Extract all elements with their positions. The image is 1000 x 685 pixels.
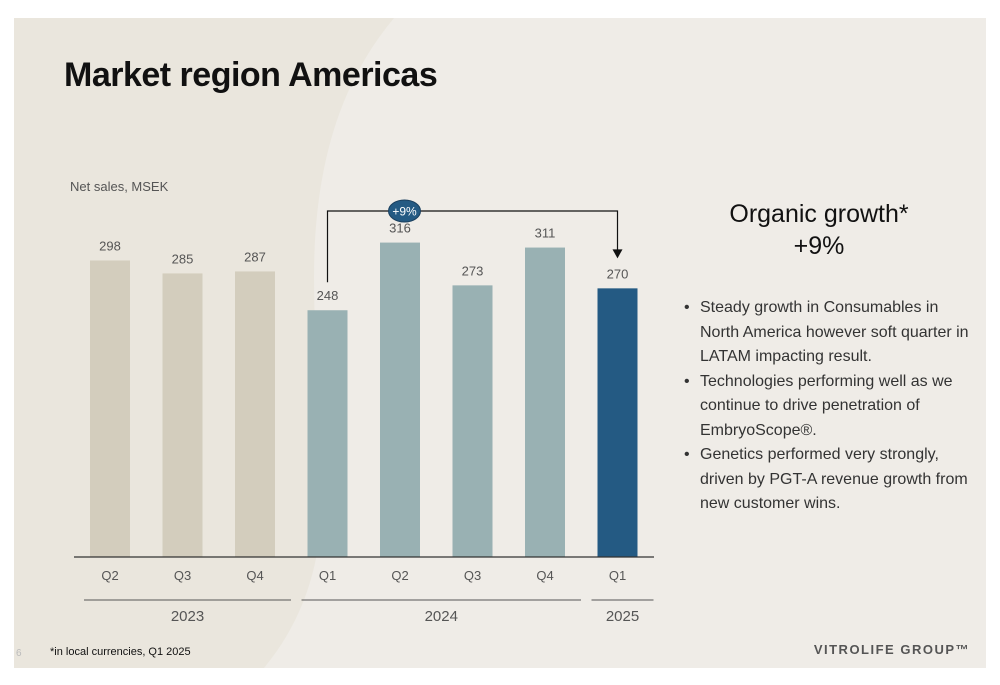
bullet-item: • Technologies performing well as we cont…	[682, 370, 972, 444]
bar	[452, 285, 493, 557]
year-label: 2024	[425, 608, 458, 625]
bullet-text: Steady growth in Consumables in North Am…	[700, 299, 969, 365]
bullet-item: • Genetics performed very strongly, drive…	[682, 443, 972, 517]
bar	[307, 310, 348, 557]
bar	[597, 288, 638, 557]
x-tick-label: Q3	[174, 568, 191, 583]
bar-chart: Net sales, MSEK 298 Q2 285 Q3 287 Q4 248 Q1 316 Q…	[70, 179, 654, 625]
x-tick-label: Q1	[609, 568, 626, 583]
page-title: Market region Americas	[64, 56, 438, 94]
organic-growth-label: Organic growth*	[729, 200, 909, 228]
growth-bracket-line	[326, 210, 619, 283]
bar	[90, 260, 130, 557]
bar-value-label: 311	[535, 226, 556, 241]
bar-value-label: 316	[389, 221, 411, 236]
slide: Market region Americas Net sales, MSEK 2…	[14, 18, 986, 668]
organic-growth-heading: Organic growth* +9%	[654, 198, 984, 262]
bar-value-label: 248	[317, 288, 339, 303]
x-tick-label: Q3	[464, 568, 481, 583]
x-tick-label: Q4	[536, 568, 553, 583]
growth-badge	[388, 199, 421, 223]
bullet-icon: •	[684, 372, 690, 390]
bar-value-label: 273	[462, 263, 484, 278]
bullet-text: Genetics performed very strongly, driven…	[700, 446, 968, 512]
y-axis-label: Net sales, MSEK	[70, 179, 169, 194]
x-tick-label: Q2	[391, 568, 408, 583]
year-label: 2025	[606, 608, 639, 625]
company-logo: VITROLIFE GROUP™	[813, 642, 970, 657]
bar-value-label: 298	[99, 238, 121, 253]
bullet-text: Technologies performing well as we conti…	[700, 372, 953, 439]
bar-value-label: 270	[607, 266, 629, 281]
footnote: *in local currencies, Q1 2025	[50, 646, 191, 658]
bar-value-label: 287	[244, 249, 266, 264]
growth-badge-label: +9%	[392, 205, 417, 219]
x-tick-label: Q1	[319, 568, 336, 583]
bar	[162, 273, 203, 557]
organic-growth-value: +9%	[793, 232, 845, 260]
arrow-down-icon	[612, 249, 623, 259]
bullet-icon: •	[684, 299, 690, 316]
bullet-icon: •	[684, 446, 690, 463]
bar	[380, 242, 420, 557]
bar	[235, 271, 275, 557]
x-tick-label: Q2	[101, 568, 118, 583]
bullet-list: • Steady growth in Consumables in North A…	[682, 296, 972, 517]
year-label: 2023	[171, 608, 204, 625]
x-tick-label: Q4	[246, 568, 263, 583]
bullet-item: • Steady growth in Consumables in North A…	[682, 296, 972, 370]
bar	[525, 247, 565, 557]
page-number: 6	[16, 648, 22, 659]
bar-value-label: 285	[172, 251, 194, 266]
